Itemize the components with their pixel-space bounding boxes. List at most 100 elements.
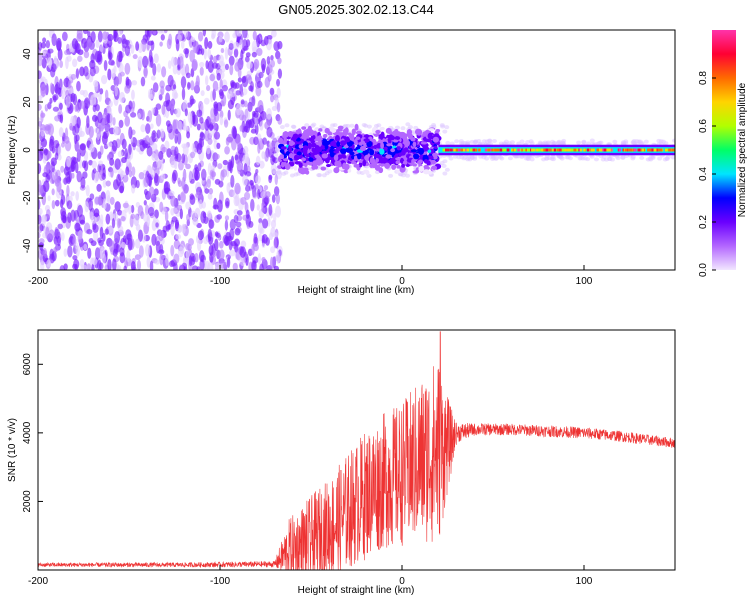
heatmap-cell — [235, 159, 240, 165]
x-tick-label: -200 — [28, 576, 48, 587]
heatmap-cell — [38, 198, 41, 210]
heatmap-cell — [243, 125, 249, 133]
heatmap-cell — [277, 116, 283, 125]
heatmap-cell — [92, 223, 99, 233]
heatmap-cell — [405, 122, 411, 127]
heatmap-cell — [226, 256, 231, 269]
heatmap-cell — [320, 166, 327, 171]
heatmap-cell — [236, 30, 242, 37]
heatmap-cell — [281, 171, 287, 176]
heatmap-cell — [596, 148, 599, 152]
heatmap-cell — [203, 46, 207, 60]
heatmap-cell — [128, 204, 132, 215]
heatmap-cell — [96, 128, 101, 141]
heatmap-cell — [137, 56, 144, 69]
heatmap-cell — [124, 116, 131, 127]
heatmap-cell — [40, 112, 46, 118]
heatmap-cell — [202, 30, 207, 37]
heatmap-cell — [537, 140, 543, 145]
heatmap-cell — [53, 140, 60, 149]
heatmap-cell — [235, 221, 242, 228]
heatmap-cell — [64, 127, 69, 140]
heatmap-cell — [239, 125, 243, 132]
heatmap-cell — [196, 123, 201, 131]
heatmap-cell — [637, 139, 643, 144]
heatmap-cell — [119, 252, 126, 264]
colorbar-tick-label: 0.4 — [698, 167, 709, 181]
heatmap-cell — [224, 215, 230, 221]
heatmap-cell — [189, 193, 195, 200]
heatmap-cell — [643, 139, 649, 144]
heatmap-cell — [234, 227, 241, 236]
heatmap-cell — [174, 146, 179, 160]
heatmap-cell — [89, 66, 96, 77]
heatmap-cell — [262, 137, 268, 145]
heatmap-cell — [187, 81, 191, 90]
heatmap-cell — [355, 130, 362, 135]
heatmap-cell — [88, 238, 94, 244]
heatmap-cell — [391, 164, 397, 170]
heatmap-cell — [107, 33, 114, 42]
heatmap-cell — [213, 103, 219, 117]
heatmap-cell — [385, 127, 392, 134]
heatmap-cell — [318, 128, 323, 132]
heatmap-cell — [116, 264, 122, 270]
heatmap-cell — [131, 166, 136, 177]
heatmap-cell — [191, 142, 196, 153]
heatmap-cell — [134, 238, 141, 249]
y-tick-label: -20 — [22, 190, 33, 205]
heatmap-cell — [122, 202, 129, 209]
heatmap-cell — [118, 119, 124, 129]
heatmap-cell — [639, 155, 645, 160]
heatmap-cell — [109, 196, 115, 206]
heatmap-cell — [246, 61, 253, 70]
snr-panel: -200 -100 0 100 2000 4000 6000 Height of stra… — [7, 329, 676, 596]
heatmap-cell — [412, 153, 420, 160]
heatmap-cell — [609, 148, 613, 152]
heatmap-cell — [439, 123, 445, 128]
heatmap-cell — [241, 114, 247, 123]
heatmap-cell — [140, 124, 146, 133]
heatmap-cell — [291, 124, 297, 129]
heatmap-cell — [260, 191, 267, 199]
heatmap-cell — [355, 136, 361, 141]
heatmap-cell — [498, 155, 504, 160]
heatmap-cell — [251, 40, 258, 54]
heatmap-cell — [54, 83, 60, 94]
heatmap-cell — [411, 158, 415, 165]
heatmap-cell — [104, 122, 111, 132]
colorbar-tick-label: 0.0 — [698, 263, 709, 277]
heatmap-cell — [324, 144, 329, 150]
heatmap-cell — [48, 229, 55, 240]
heatmap-cell — [157, 30, 164, 34]
heatmap-cell — [412, 170, 420, 174]
heatmap-cell — [235, 90, 241, 96]
heatmap-cell — [379, 148, 385, 155]
heatmap-cell — [249, 180, 254, 186]
heatmap-cell — [114, 158, 121, 170]
heatmap-cell — [102, 179, 107, 188]
heatmap-cell — [321, 150, 327, 154]
heatmap-cell — [647, 156, 653, 161]
heatmap-cell — [97, 30, 103, 43]
heatmap-cell — [163, 100, 170, 107]
heatmap-cell — [131, 89, 135, 100]
heatmap-cell — [40, 76, 46, 82]
heatmap-cell — [388, 173, 394, 178]
heatmap-cell — [86, 38, 92, 49]
heatmap-cell — [177, 246, 184, 258]
heatmap-cell — [487, 148, 490, 152]
heatmap-cell — [107, 258, 112, 270]
heatmap-cell — [149, 56, 154, 69]
heatmap-cell — [51, 63, 57, 73]
heatmap-cell — [592, 148, 595, 152]
heatmap-cell — [207, 60, 214, 73]
heatmap-cell — [428, 128, 435, 132]
heatmap-cell — [396, 165, 401, 169]
heatmap-cell — [38, 103, 42, 111]
heatmap-cell — [109, 240, 115, 253]
heatmap-cell — [103, 60, 108, 71]
heatmap-cell — [83, 50, 90, 59]
heatmap-cell — [379, 126, 385, 131]
